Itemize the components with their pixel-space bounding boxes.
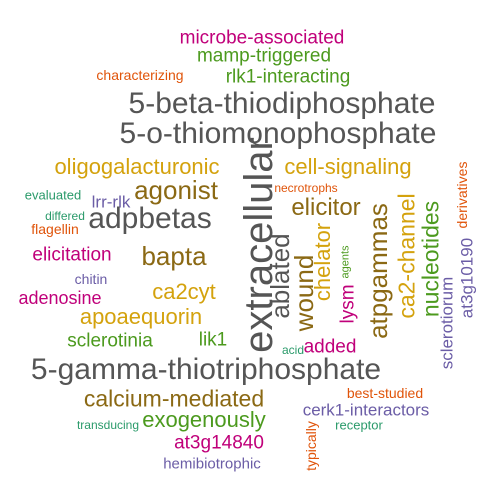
word-at3g10190: at3g10190: [457, 237, 477, 319]
word-ca2-channel: ca2-channel: [393, 193, 420, 319]
word-agents: agents: [339, 245, 352, 279]
word-agonist: agonist: [134, 175, 218, 205]
word-sclerotiorum: sclerotiorum: [437, 276, 457, 370]
word-5-beta-thiodiphosphate: 5-beta-thiodiphosphate: [128, 87, 436, 120]
word-adpbetas: adpbetas: [88, 202, 212, 235]
word-evaluated: evaluated: [24, 187, 82, 203]
word-calcium-mediated: calcium-mediated: [83, 385, 265, 412]
word-ca2cyt: ca2cyt: [152, 279, 216, 304]
word-best-studied: best-studied: [346, 385, 424, 401]
word-exogenously: exogenously: [142, 407, 266, 432]
word-chitin: chitin: [74, 271, 108, 287]
word-cell-signaling: cell-signaling: [284, 154, 412, 179]
word-differed: differed: [45, 209, 85, 223]
word-at3g14840: at3g14840: [174, 432, 264, 454]
word-adenosine: adenosine: [18, 288, 102, 308]
word-transducing: transducing: [76, 418, 140, 432]
word-characterizing: characterizing: [96, 67, 184, 83]
word-hemibiotrophic: hemibiotrophic: [163, 455, 261, 473]
word-lrr-rlk: lrr-rlk: [91, 192, 131, 212]
word-lysm: lysm: [337, 284, 359, 324]
word-acid: acid: [281, 343, 305, 357]
word-mamp-triggered: mamp-triggered: [196, 45, 332, 67]
word-typically: typically: [303, 421, 319, 471]
word-apoaequorin: apoaequorin: [79, 304, 203, 329]
word-necrotrophs: necrotrophs: [274, 181, 338, 195]
word-added: added: [303, 336, 357, 358]
word-sclerotinia: sclerotinia: [67, 330, 153, 352]
word-microbe-associated: microbe-associated: [179, 27, 345, 49]
word-5-gamma-thiotriphosphate: 5-gamma-thiotriphosphate: [30, 353, 382, 386]
word-atpgammas: atpgammas: [363, 203, 393, 339]
word-5-o-thiomonophosphate: 5-o-thiomonophosphate: [119, 117, 437, 150]
word-elicitor: elicitor: [291, 194, 361, 221]
word-cerk1-interactors: cerk1-interactors: [302, 400, 430, 420]
word-rlk1-interacting: rlk1-interacting: [225, 66, 351, 88]
word-oligogalacturonic: oligogalacturonic: [54, 154, 220, 179]
word-flagellin: flagellin: [31, 221, 79, 237]
word-chelator: chelator: [310, 222, 335, 302]
word-lik1: lik1: [198, 329, 228, 351]
word-receptor: receptor: [335, 417, 383, 433]
word-derivatives: derivatives: [454, 161, 470, 229]
word-elicitation: elicitation: [32, 244, 112, 266]
word-bapta: bapta: [141, 241, 207, 271]
